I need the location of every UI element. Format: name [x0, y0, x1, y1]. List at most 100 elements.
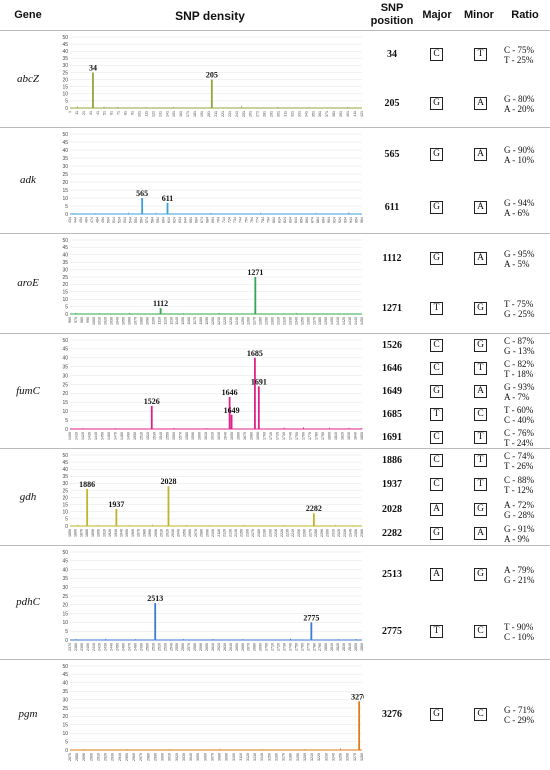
x-tick-label: 494 [101, 217, 105, 223]
x-tick-label: 564 [140, 217, 144, 223]
y-tick-label: 20 [62, 603, 68, 609]
x-tick-label: 1180 [199, 317, 203, 325]
y-tick-label: 50 [62, 338, 68, 344]
x-tick-label: 514 [112, 217, 116, 223]
x-tick-label: 3060 [203, 753, 207, 761]
x-tick-label: 1400 [330, 317, 334, 325]
y-tick-label: 10 [62, 92, 68, 98]
x-tick-label: 2880 [75, 753, 79, 761]
x-tick-label: 2066 [188, 529, 192, 537]
snp-density-chart: 0 5 10 15 20 25 30 35 40 45 50 960 970 980 990 1000 1010… [58, 238, 364, 330]
x-tick-label: 21 [82, 111, 86, 115]
x-tick-label: 2920 [104, 753, 108, 761]
allele-ratio: A - 79% G - 21% [504, 565, 550, 585]
snp-density-chart: 0 5 10 15 20 25 30 35 40 45 50 434 444 454 464 474 484 49… [58, 132, 364, 230]
x-tick-label: 2316 [331, 529, 335, 537]
x-tick-label: 1210 [217, 317, 221, 325]
x-tick-label: 3150 [267, 753, 271, 761]
gene-name: fumC [16, 384, 40, 397]
allele-ratio: G - 94% A - 6% [504, 198, 550, 218]
peak-label: 565 [136, 189, 148, 198]
y-tick-label: 30 [62, 267, 68, 273]
x-tick-label: 1690 [256, 432, 260, 440]
x-tick-label: 1270 [253, 317, 257, 325]
x-tick-label: 1420 [81, 432, 85, 440]
x-tick-label: 2600 [205, 643, 209, 651]
major-allele: G [430, 252, 443, 265]
ratio-line: G - 94% [504, 197, 535, 208]
y-tick-label: 5 [65, 418, 68, 424]
x-tick-label: 2840 [348, 643, 352, 651]
y-tick-label: 30 [62, 481, 68, 487]
header-gene: Gene [14, 9, 42, 21]
y-tick-label: 20 [62, 180, 68, 186]
snp-position: 565 [384, 148, 400, 160]
x-tick-label: 351 [311, 111, 315, 117]
x-tick-label: 434 [68, 217, 72, 223]
x-tick-label: 71 [117, 111, 121, 115]
y-tick-label: 40 [62, 681, 68, 687]
x-tick-label: 41 [96, 111, 100, 115]
snp-row: 1646 C T C - 82% T - 18% [0, 359, 550, 379]
peak-label: 205 [206, 71, 218, 80]
x-tick-label: 1810 [334, 432, 338, 440]
x-tick-label: 2256 [297, 529, 301, 537]
x-tick-label: 464 [84, 217, 88, 223]
x-tick-label: 1560 [172, 432, 176, 440]
minor-allele: A [474, 252, 487, 265]
peak-label: 3276 [351, 692, 364, 701]
x-tick-label: 714 [222, 217, 226, 223]
x-tick-label: 1730 [282, 432, 286, 440]
x-tick-label: 964 [360, 217, 364, 223]
ratio-line: T - 26% [504, 461, 534, 472]
x-tick-label: 2056 [182, 529, 186, 537]
x-tick-label: 1370 [312, 317, 316, 325]
x-tick-label: 1060 [128, 317, 132, 325]
y-tick-label: 15 [62, 503, 68, 509]
x-tick-label: 1986 [142, 529, 146, 537]
x-tick-label: 2820 [336, 643, 340, 651]
y-tick-label: 20 [62, 77, 68, 83]
x-tick-label: 1450 [360, 317, 364, 325]
x-tick-label: 3050 [196, 753, 200, 761]
x-tick-label: 2046 [177, 529, 181, 537]
snp-row: 1526 C G C - 87% G - 13% [0, 336, 550, 356]
y-tick-label: 50 [62, 238, 68, 244]
x-tick-label: 1140 [175, 317, 179, 325]
x-tick-label: 990 [86, 317, 90, 323]
y-tick-label: 40 [62, 253, 68, 259]
x-tick-label: 2430 [104, 643, 108, 651]
x-tick-label: 341 [304, 111, 308, 117]
x-tick-label: 884 [316, 217, 320, 223]
x-tick-label: 1160 [187, 317, 191, 325]
x-tick-label: 2930 [111, 753, 115, 761]
ratio-line: A - 10% [504, 154, 534, 165]
ratio-line: T - 90% [504, 621, 534, 632]
x-tick-label: 2620 [217, 643, 221, 651]
x-tick-label: 644 [184, 217, 188, 223]
major-allele: G [430, 96, 443, 110]
x-tick-label: 684 [206, 217, 210, 223]
x-tick-label: 2940 [118, 753, 122, 761]
y-tick-label: 15 [62, 85, 68, 91]
x-tick-label: 1510 [139, 432, 143, 440]
snp-row: 1691 C T C - 76% T - 24% [0, 428, 550, 448]
y-tick-label: 30 [62, 585, 68, 591]
minor-allele: G [474, 338, 487, 352]
major-allele: C [430, 361, 443, 375]
x-tick-label: 2380 [74, 643, 78, 651]
snp-row: 1271 T G T - 75% G - 25% [0, 299, 550, 319]
x-tick-label: 2590 [199, 643, 203, 651]
x-tick-label: 1780 [315, 432, 319, 440]
y-tick-label: 30 [62, 63, 68, 69]
minor-allele: T [474, 430, 487, 444]
major-allele: C [430, 338, 443, 352]
x-tick-label: 2400 [86, 643, 90, 651]
gene-row-gdh: gdh 0 5 10 15 20 25 30 35 40 45 50 1856 1866 1876 1886 1… [0, 448, 550, 546]
major-allele: C [430, 454, 443, 468]
x-tick-label: 2770 [306, 643, 310, 651]
y-tick-label: 35 [62, 689, 68, 695]
peak-label: 1691 [251, 377, 267, 386]
x-tick-label: 1580 [185, 432, 189, 440]
